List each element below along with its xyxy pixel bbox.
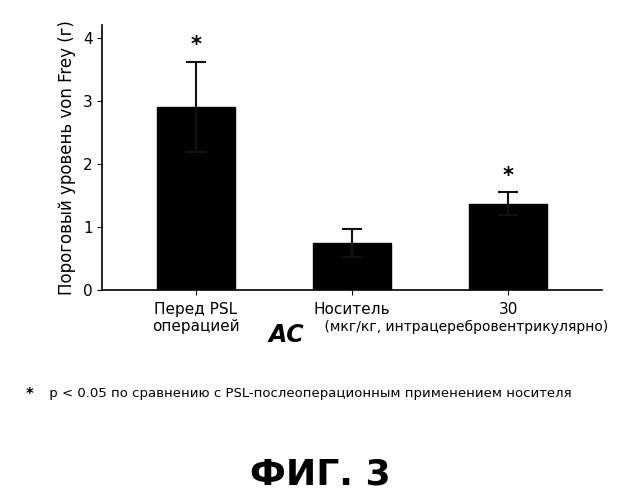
Text: *: * [191, 36, 202, 56]
Text: АС: АС [269, 322, 305, 346]
Bar [157, 107, 235, 290]
Text: р < 0.05 по сравнению с PSL-послеоперационным применением носителя: р < 0.05 по сравнению с PSL-послеопераци… [45, 388, 572, 400]
Text: (мкг/кг, интрацеребровентрикулярно): (мкг/кг, интрацеребровентрикулярно) [320, 320, 608, 334]
Bar [313, 242, 391, 290]
Text: *: * [26, 388, 33, 402]
Text: ФИГ. 3: ФИГ. 3 [250, 458, 390, 492]
Bar [469, 204, 547, 290]
Text: *: * [502, 166, 513, 186]
Y-axis label: Пороговый уровень von Frey (г): Пороговый уровень von Frey (г) [58, 20, 76, 295]
